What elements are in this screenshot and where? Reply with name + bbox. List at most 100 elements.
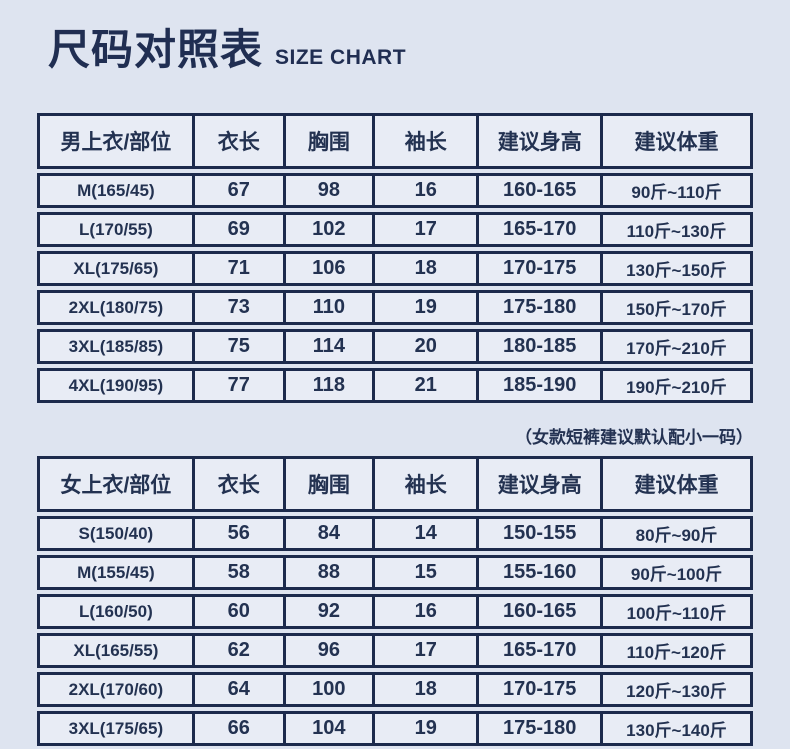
sleeve-cell: 20 bbox=[375, 332, 480, 361]
height-cell: 185-190 bbox=[479, 371, 603, 400]
length-cell: 58 bbox=[195, 558, 286, 587]
header-cell-sleeve: 袖长 bbox=[375, 116, 480, 166]
length-cell: 60 bbox=[195, 597, 286, 626]
length-cell: 62 bbox=[195, 636, 286, 665]
sleeve-cell: 14 bbox=[375, 519, 480, 548]
height-cell: 170-175 bbox=[479, 675, 603, 704]
length-cell: 77 bbox=[195, 371, 286, 400]
weight-cell: 90斤~100斤 bbox=[630, 565, 723, 584]
size-cell: L(170/55) bbox=[40, 215, 195, 244]
length-cell: 71 bbox=[195, 254, 286, 283]
header-cell-part: 男上衣/部位 bbox=[40, 116, 195, 166]
weight-cell: 90斤~110斤 bbox=[631, 183, 722, 202]
header-cell-length: 衣长 bbox=[195, 116, 286, 166]
height-cell: 160-165 bbox=[479, 176, 603, 205]
length-cell: 67 bbox=[195, 176, 286, 205]
size-cell: XL(175/65) bbox=[40, 254, 195, 283]
height-cell: 170-175 bbox=[479, 254, 603, 283]
height-cell: 175-180 bbox=[479, 293, 603, 322]
chest-cell: 110 bbox=[286, 293, 376, 322]
size-cell: 3XL(185/85) bbox=[40, 332, 195, 361]
header-cell-height: 建议身高 bbox=[479, 116, 603, 166]
header-cell-weight: 建议体重 bbox=[634, 474, 719, 497]
length-cell: 75 bbox=[195, 332, 286, 361]
weight-cell: 150斤~170斤 bbox=[626, 300, 727, 319]
weight-cell: 100斤~110斤 bbox=[626, 604, 727, 623]
sleeve-cell: 17 bbox=[375, 215, 480, 244]
header-cell-chest: 胸围 bbox=[286, 116, 376, 166]
chest-cell: 104 bbox=[286, 714, 376, 743]
weight-cell: 110斤~130斤 bbox=[626, 222, 727, 241]
chest-cell: 102 bbox=[286, 215, 376, 244]
header-cell-chest: 胸围 bbox=[286, 459, 376, 509]
weight-cell: 80斤~90斤 bbox=[635, 526, 718, 545]
height-cell: 165-170 bbox=[479, 215, 603, 244]
sleeve-cell: 16 bbox=[375, 176, 480, 205]
table-row: 2XL(170/60) 64 100 18 170-175 120斤~130斤 bbox=[37, 672, 753, 707]
length-cell: 69 bbox=[195, 215, 286, 244]
table-row: 4XL(190/95) 77 118 21 185-190 190斤~210斤 bbox=[37, 368, 753, 403]
table-row: 2XL(180/75) 73 110 19 175-180 150斤~170斤 bbox=[37, 290, 753, 325]
sleeve-cell: 21 bbox=[375, 371, 480, 400]
size-cell: S(150/40) bbox=[40, 519, 195, 548]
header-cell-length: 衣长 bbox=[195, 459, 286, 509]
length-cell: 64 bbox=[195, 675, 286, 704]
height-cell: 155-160 bbox=[479, 558, 603, 587]
size-cell: M(155/45) bbox=[40, 558, 195, 587]
page-title: 尺码对照表 bbox=[48, 26, 264, 73]
sleeve-cell: 18 bbox=[375, 254, 480, 283]
header-cell-height: 建议身高 bbox=[479, 459, 603, 509]
women-table-header-row: 女上衣/部位 衣长 胸围 袖长 建议身高 建议体重 bbox=[37, 456, 753, 512]
size-cell: 3XL(175/65) bbox=[40, 714, 195, 743]
table-row: L(160/50) 60 92 16 160-165 100斤~110斤 bbox=[37, 594, 753, 629]
length-cell: 73 bbox=[195, 293, 286, 322]
chest-cell: 114 bbox=[286, 332, 376, 361]
weight-cell: 170斤~210斤 bbox=[626, 339, 727, 358]
sleeve-cell: 17 bbox=[375, 636, 480, 665]
women-shorts-note: （女款短裤建议默认配小一码） bbox=[515, 428, 753, 447]
length-cell: 66 bbox=[195, 714, 286, 743]
sleeve-cell: 19 bbox=[375, 714, 480, 743]
table-row: L(170/55) 69 102 17 165-170 110斤~130斤 bbox=[37, 212, 753, 247]
size-cell: 4XL(190/95) bbox=[40, 371, 195, 400]
weight-cell: 130斤~150斤 bbox=[626, 261, 727, 280]
weight-cell: 190斤~210斤 bbox=[626, 378, 727, 397]
table-row: XL(175/65) 71 106 18 170-175 130斤~150斤 bbox=[37, 251, 753, 286]
weight-cell: 120斤~130斤 bbox=[626, 682, 727, 701]
size-cell: M(165/45) bbox=[40, 176, 195, 205]
table-row: XL(165/55) 62 96 17 165-170 110斤~120斤 bbox=[37, 633, 753, 668]
sleeve-cell: 19 bbox=[375, 293, 480, 322]
chest-cell: 88 bbox=[286, 558, 376, 587]
header-cell-weight: 建议体重 bbox=[634, 131, 719, 154]
header-cell-sleeve: 袖长 bbox=[375, 459, 480, 509]
size-cell: XL(165/55) bbox=[40, 636, 195, 665]
length-cell: 56 bbox=[195, 519, 286, 548]
height-cell: 175-180 bbox=[479, 714, 603, 743]
weight-cell: 130斤~140斤 bbox=[626, 721, 727, 740]
header-cell-part: 女上衣/部位 bbox=[40, 459, 195, 509]
chest-cell: 100 bbox=[286, 675, 376, 704]
chest-cell: 118 bbox=[286, 371, 376, 400]
height-cell: 160-165 bbox=[479, 597, 603, 626]
page-subtitle: SIZE CHART bbox=[275, 46, 407, 69]
page-header: 尺码对照表 SIZE CHART bbox=[0, 0, 790, 77]
women-size-table: 女上衣/部位 衣长 胸围 袖长 建议身高 建议体重 S(150/40) 56 8… bbox=[37, 456, 753, 746]
chest-cell: 84 bbox=[286, 519, 376, 548]
sleeve-cell: 16 bbox=[375, 597, 480, 626]
table-row: S(150/40) 56 84 14 150-155 80斤~90斤 bbox=[37, 516, 753, 551]
weight-cell: 110斤~120斤 bbox=[626, 643, 727, 662]
chest-cell: 92 bbox=[286, 597, 376, 626]
men-size-table: 男上衣/部位 衣长 胸围 袖长 建议身高 建议体重 M(165/45) 67 9… bbox=[37, 113, 753, 403]
men-table-header-row: 男上衣/部位 衣长 胸围 袖长 建议身高 建议体重 bbox=[37, 113, 753, 169]
size-cell: 2XL(170/60) bbox=[40, 675, 195, 704]
height-cell: 165-170 bbox=[479, 636, 603, 665]
chest-cell: 106 bbox=[286, 254, 376, 283]
table-row: 3XL(175/65) 66 104 19 175-180 130斤~140斤 bbox=[37, 711, 753, 746]
sleeve-cell: 15 bbox=[375, 558, 480, 587]
height-cell: 180-185 bbox=[479, 332, 603, 361]
sleeve-cell: 18 bbox=[375, 675, 480, 704]
table-row: M(165/45) 67 98 16 160-165 90斤~110斤 bbox=[37, 173, 753, 208]
chest-cell: 98 bbox=[286, 176, 376, 205]
table-row: 3XL(185/85) 75 114 20 180-185 170斤~210斤 bbox=[37, 329, 753, 364]
